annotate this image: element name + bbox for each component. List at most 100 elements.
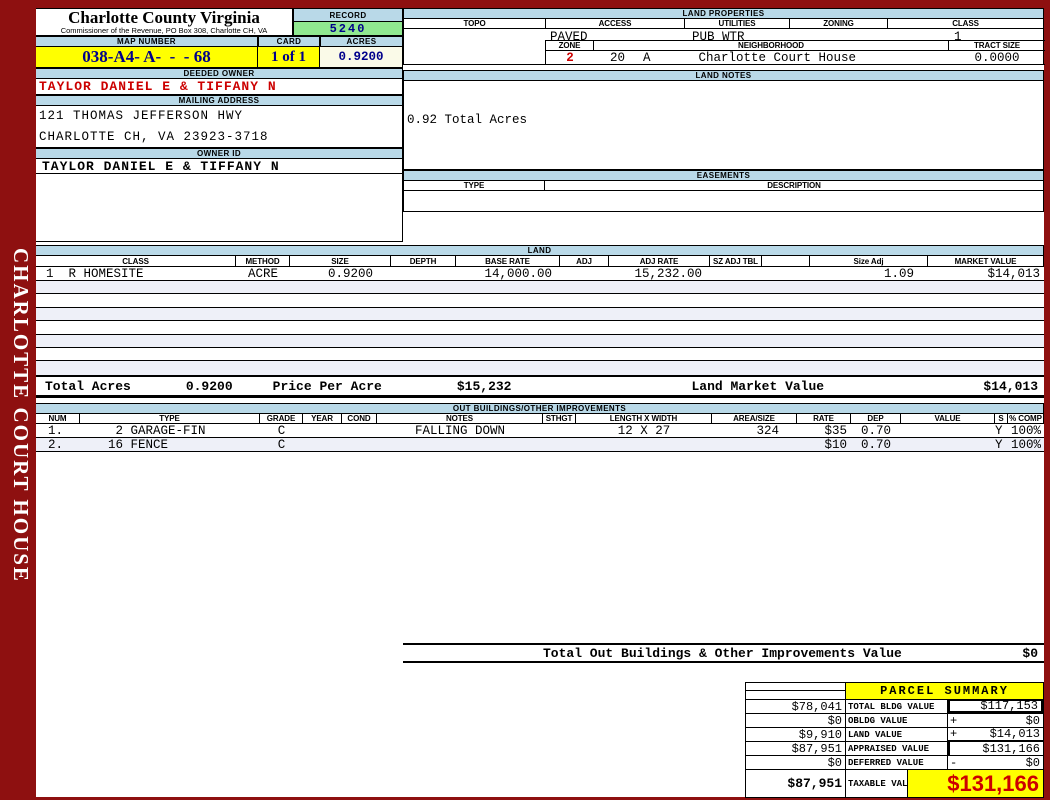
topo-header: TOPO: [404, 19, 546, 28]
ps-label-appraised: APPRAISED VALUE: [846, 742, 948, 755]
ob-h-area-size: AREA/SIZE: [712, 414, 797, 423]
land-h-method: METHOD: [236, 256, 290, 266]
ps-header-spacer: [746, 683, 846, 699]
ob2-type: 16 FENCE: [108, 437, 169, 452]
ps-row-obldg: $0 OBLDG VALUE + $0: [746, 713, 1043, 728]
easements-box: TYPE DESCRIPTION: [403, 181, 1044, 212]
ob1-area: 324: [756, 423, 779, 438]
land-h-depth: DEPTH: [391, 256, 456, 266]
record-value: 5240: [293, 22, 403, 36]
class-header: CLASS: [952, 19, 979, 28]
land-h-adj: ADJ: [560, 256, 609, 266]
ob1-notes: FALLING DOWN: [414, 423, 505, 438]
zoning-header: ZONING: [790, 19, 888, 28]
tract-size-value: 0.0000: [974, 51, 1020, 65]
ps-row-land: $9,910 LAND VALUE + $14,013: [746, 727, 1043, 742]
ob-h-rate: RATE: [797, 414, 851, 423]
ob-h-cond: COND: [342, 414, 377, 423]
land-size-adj-cell: 1.09: [883, 266, 914, 281]
ob-h-notes: NOTES: [377, 414, 543, 423]
ob2-notes: [377, 438, 543, 451]
ob2-s: Y: [995, 437, 1003, 452]
land-size-cell: 0.9200: [327, 266, 373, 281]
ps-label-deferred: DEFERRED VALUE: [846, 756, 948, 769]
land-notes-box: 0.92 Total Acres: [403, 81, 1044, 170]
zone-header: ZONE: [546, 41, 594, 50]
ob1-cond: [342, 424, 377, 437]
neighborhood-name: Charlotte Court House: [698, 51, 857, 65]
ob2-cond: [342, 438, 377, 451]
county-subtitle: Commissioner of the Revenue, PO Box 308,…: [60, 26, 268, 35]
land-h-adj-rate: ADJ RATE: [609, 256, 710, 266]
utilities-header: UTILITIES: [685, 19, 790, 28]
land-depth-cell: [391, 267, 456, 280]
land-row: 1 R HOMESITE ACRE 0.9200 14,000.00 15,23…: [36, 267, 1044, 281]
county-title: Charlotte County Virginia: [68, 8, 260, 27]
land-adj-rate-cell: 15,232.00: [634, 266, 702, 281]
land-h-class: CLASS: [36, 256, 236, 266]
land-h-market-value: MARKET VALUE: [954, 256, 1017, 266]
land-base-rate-cell: 14,000.00: [484, 266, 552, 281]
ob1-year: [303, 424, 342, 437]
out-buildings-total-row: Total Out Buildings & Other Improvements…: [403, 643, 1044, 663]
ob2-num: 2.: [48, 437, 64, 452]
ob1-pct-comp: 100%: [1010, 423, 1041, 438]
zone-neighborhood-box: ZONE NEIGHBORHOOD TRACT SIZE 2 20 A Char…: [545, 40, 1045, 65]
land-empty-rows: [36, 281, 1044, 375]
parcel-summary-title: PARCEL SUMMARY: [846, 683, 1043, 699]
easement-type-header: TYPE: [404, 181, 545, 190]
acres-value: 0.9200: [320, 47, 403, 68]
out-buildings-header: NUM TYPE GRADE YEAR COND NOTES STHGT LEN…: [36, 414, 1044, 424]
ob2-area: [712, 438, 797, 451]
ps-prior-appraised: $87,951: [746, 742, 846, 756]
land-note-text: 0.92 Total Acres: [407, 113, 528, 127]
record-card: Charlotte County Virginia Commissioner o…: [36, 8, 1045, 798]
ob-h-grade: GRADE: [260, 414, 303, 423]
ob-total-label: Total Out Buildings & Other Improvements…: [543, 645, 902, 661]
map-number-label: MAP NUMBER: [36, 36, 258, 47]
ob2-rate: $10: [824, 437, 847, 452]
neighborhood-sub: A: [643, 51, 651, 65]
ob2-value: [901, 438, 995, 451]
out-building-row-1: 1. 2 GARAGE-FIN C FALLING DOWN 12 X 27 3…: [36, 424, 1044, 438]
ob-total-value: $0: [1022, 645, 1038, 661]
ps-row-taxable: $87,951 TAXABLE VALUE $131,166: [746, 769, 1043, 797]
land-table-header: CLASS METHOD SIZE DEPTH BASE RATE ADJ AD…: [36, 256, 1044, 267]
ob-h-sthgt: STHGT: [543, 414, 576, 423]
card-label: CARD: [258, 36, 320, 47]
land-h-size: SIZE: [290, 256, 391, 266]
ps-value-appraised: $131,166: [982, 741, 1040, 756]
total-acres-value: 0.9200: [185, 378, 233, 394]
ob-h-num: NUM: [36, 414, 80, 423]
price-per-acre-value: $15,232: [456, 378, 512, 394]
sidebar-vertical-title: CHARLOTTE COURT HOUSE: [9, 248, 33, 583]
owner-id-label: OWNER ID: [36, 148, 403, 159]
ps-prior-deferred: $0: [746, 756, 846, 770]
ob1-length-width: 12 X 27: [617, 423, 671, 438]
land-class-cell: 1 R HOMESITE: [46, 266, 144, 281]
owner-id-value: TAYLOR DANIEL E & TIFFANY N: [36, 159, 403, 174]
ob2-grade: C: [277, 437, 286, 452]
ps-sign-deferred: -: [950, 755, 958, 770]
card-value: 1 of 1: [258, 47, 320, 68]
ps-label-obldg: OBLDG VALUE: [846, 714, 948, 727]
neighborhood-header: NEIGHBORHOOD: [594, 41, 949, 50]
land-method-cell: ACRE: [247, 266, 278, 281]
deeded-owner-label: DEEDED OWNER: [36, 68, 403, 79]
tract-size-header: TRACT SIZE: [973, 41, 1021, 50]
easements-label: EASEMENTS: [403, 170, 1044, 181]
ps-label-taxable: TAXABLE VALUE: [846, 770, 918, 797]
ps-sign-land: +: [950, 727, 958, 741]
ob-h-length-width: LENGTH X WIDTH: [576, 414, 712, 423]
price-per-acre-label: Price Per Acre: [272, 378, 382, 394]
ob1-type: 2 GARAGE-FIN: [108, 423, 206, 438]
ps-label-total-bldg: TOTAL BLDG VALUE: [846, 700, 948, 713]
map-number-value: 038-A4- A- - - 68: [36, 47, 258, 68]
ps-prior-total-bldg: $78,041: [746, 700, 846, 714]
land-h-sz-adj-tbl: SZ ADJ TBL: [710, 256, 762, 266]
land-h-base-rate: BASE RATE: [456, 256, 560, 266]
ob1-sthgt: [543, 424, 576, 437]
ob1-dep: 0.70: [860, 423, 891, 438]
ob1-rate: $35: [824, 423, 847, 438]
ps-prior-land: $9,910: [746, 728, 846, 742]
